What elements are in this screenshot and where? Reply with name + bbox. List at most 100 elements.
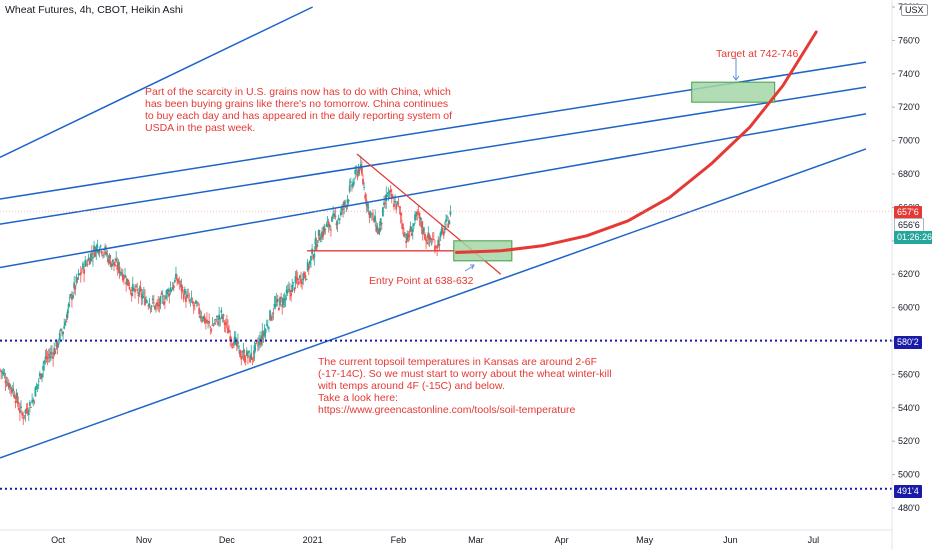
candle-body xyxy=(360,167,363,174)
candle-body xyxy=(232,346,235,348)
candle-body xyxy=(387,192,390,194)
candle-body xyxy=(332,213,335,217)
time-tick-label: Oct xyxy=(51,535,66,545)
candle-body xyxy=(74,285,77,290)
candle-body xyxy=(169,287,172,292)
candle-body xyxy=(145,299,147,303)
time-tick-label: May xyxy=(636,535,654,545)
candle-body xyxy=(170,290,173,291)
candle-body xyxy=(86,264,89,266)
candle-body xyxy=(326,221,329,222)
candle-body xyxy=(260,341,263,345)
candle-body xyxy=(252,357,255,359)
candle-body xyxy=(385,194,388,201)
candle-body xyxy=(129,289,132,291)
candle-body xyxy=(410,233,413,236)
candle-body xyxy=(109,261,112,267)
candle-body xyxy=(104,246,107,250)
candle-body xyxy=(120,272,123,275)
candle-body xyxy=(398,206,401,208)
candle-body xyxy=(98,250,101,254)
candle-body xyxy=(432,239,435,240)
candle-body xyxy=(11,388,14,393)
candle-body xyxy=(419,217,422,220)
candle-body xyxy=(52,356,55,359)
candle-body xyxy=(160,292,163,295)
trend-lines xyxy=(0,6,867,459)
candle-body xyxy=(327,221,330,227)
candle-body xyxy=(76,277,79,281)
candle-body xyxy=(274,304,277,306)
time-axis[interactable]: Oct Nov Dec 2021 Feb Mar Apr May Jun Jul xyxy=(0,529,892,545)
price-tick-label: 600'0 xyxy=(898,303,920,313)
candle-body xyxy=(277,307,280,311)
candle-body xyxy=(336,221,339,225)
candle-body xyxy=(210,329,213,331)
candle-body xyxy=(102,254,104,256)
candle-body xyxy=(434,246,436,251)
currency-button[interactable]: USX xyxy=(901,4,928,16)
candle-body xyxy=(7,383,10,389)
candle-body xyxy=(149,307,152,309)
candle-body xyxy=(31,400,33,403)
candle-body xyxy=(151,298,154,300)
candle-body xyxy=(334,215,337,218)
price-tick-label: 740'0 xyxy=(898,69,920,79)
candle-body xyxy=(196,304,198,306)
candle-body xyxy=(93,245,95,251)
entry-point-label: Entry Point at 638-632 xyxy=(369,275,474,287)
time-tick-label: Feb xyxy=(391,535,407,545)
candle-body xyxy=(124,274,126,278)
candle-body xyxy=(110,263,113,267)
candle-body xyxy=(95,246,98,253)
candle-body xyxy=(186,294,188,298)
candle-body xyxy=(364,194,367,199)
candle-body xyxy=(88,261,91,265)
candle-body xyxy=(111,259,114,263)
candle-body xyxy=(271,316,274,318)
candle-body xyxy=(187,295,190,296)
candle-body xyxy=(409,226,412,232)
candle-body xyxy=(32,399,35,403)
candle-body xyxy=(378,227,381,233)
candle-body xyxy=(224,323,227,326)
candle-body xyxy=(115,258,118,261)
candle-body xyxy=(343,201,346,206)
candle-body xyxy=(140,293,143,299)
candle-body xyxy=(384,203,387,205)
candle-body xyxy=(23,415,26,417)
candle-body xyxy=(165,295,167,299)
candle-body xyxy=(85,263,88,265)
candle-body xyxy=(272,312,275,314)
candle-body xyxy=(159,296,162,304)
candle-body xyxy=(305,278,308,280)
candle-body xyxy=(147,305,150,307)
candle-body xyxy=(367,207,370,209)
candle-body xyxy=(250,352,253,359)
candle-body xyxy=(137,294,140,296)
candle-body xyxy=(442,231,445,236)
candle-body xyxy=(106,254,109,255)
candle-body xyxy=(290,292,292,297)
candle-body xyxy=(213,323,216,325)
candle-body xyxy=(209,326,212,328)
candle-body xyxy=(45,356,48,360)
candle-body xyxy=(34,387,37,397)
candle-body xyxy=(51,352,53,354)
candle-body xyxy=(46,357,49,359)
candle-body xyxy=(40,374,42,379)
price-axis[interactable]: 480'0500'0520'0540'0560'0580'0600'0620'0… xyxy=(891,0,920,550)
candle-body xyxy=(47,354,50,356)
candle-body xyxy=(97,250,100,253)
candle-body xyxy=(73,282,76,289)
candle-body xyxy=(415,213,418,217)
candle-body xyxy=(316,245,319,247)
candle-body xyxy=(89,253,92,262)
candle-body xyxy=(280,296,283,299)
candle-body xyxy=(393,203,395,208)
candle-body xyxy=(118,266,121,274)
candle-body xyxy=(251,357,254,360)
candle-body xyxy=(214,319,217,321)
candle-body xyxy=(391,196,394,198)
